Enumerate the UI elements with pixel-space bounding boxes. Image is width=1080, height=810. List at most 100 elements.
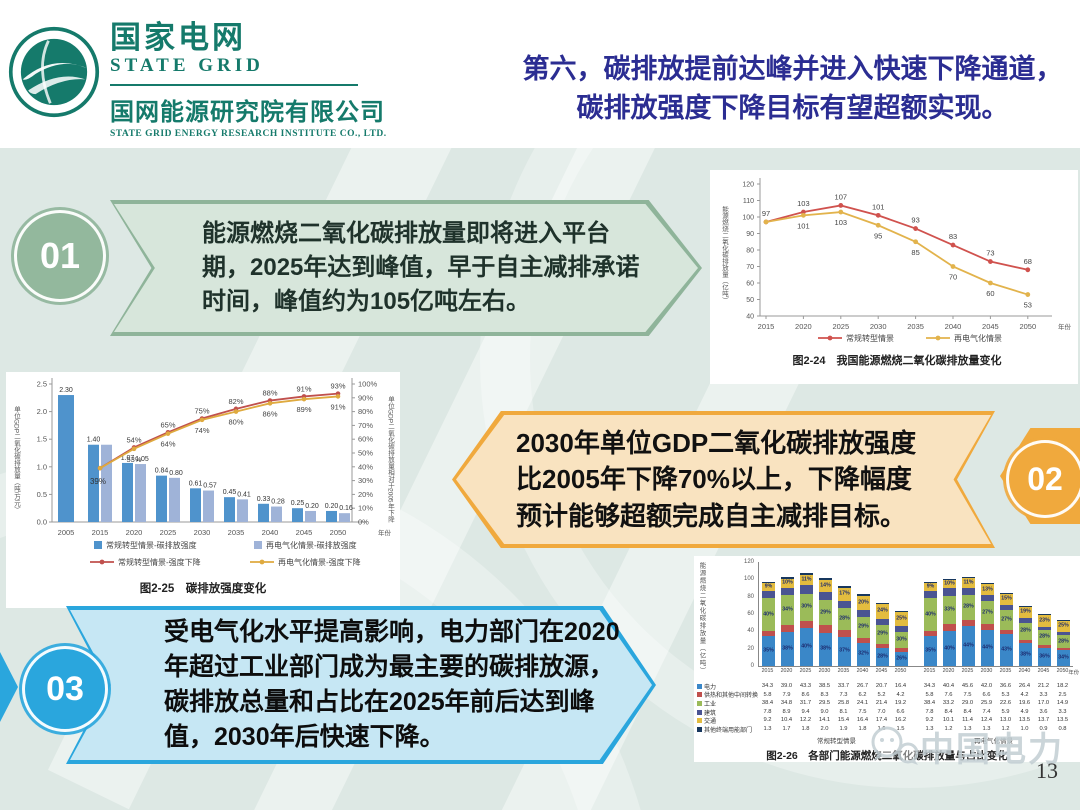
svg-text:74%: 74%	[194, 426, 209, 435]
logo-en: STATE GRID	[110, 54, 264, 76]
svg-text:1.0: 1.0	[37, 462, 47, 471]
svg-text:91%: 91%	[296, 384, 311, 393]
svg-text:40%: 40%	[358, 462, 373, 471]
svg-text:再电气化情景-强度下降: 再电气化情景-强度下降	[278, 557, 361, 567]
point-1-text: 能源燃烧二氧化碳排放量即将进入平台期，2025年达到峰值，早于自主减排承诺时间，…	[202, 219, 640, 316]
svg-text:107: 107	[835, 192, 848, 201]
svg-text:91%: 91%	[330, 402, 345, 411]
svg-text:40: 40	[746, 314, 754, 321]
svg-text:53: 53	[1024, 301, 1032, 310]
svg-text:单位GDP二氧化碳排放量相对于2005年下降: 单位GDP二氧化碳排放量相对于2005年下降	[387, 395, 395, 524]
page-title: 第六，碳排放提前达峰并进入快速下降通道， 碳排放强度下降目标有望超额实现。	[505, 50, 1080, 128]
svg-text:0.5: 0.5	[37, 490, 47, 499]
svg-text:2050: 2050	[1019, 322, 1036, 331]
svg-text:90%: 90%	[358, 393, 373, 402]
svg-text:0%: 0%	[358, 518, 369, 527]
watermark-text: 中国电力	[920, 731, 1064, 769]
svg-text:常规转型情景: 常规转型情景	[846, 333, 894, 343]
svg-text:年份: 年份	[1058, 322, 1072, 331]
fig2-26-group-labels: 常规转型情景 再电气化情景	[817, 737, 1013, 745]
logo-cn: 国家电网	[110, 20, 246, 55]
svg-text:70%: 70%	[358, 421, 373, 430]
fig2-25-combo-chart: 0.0 0.5 1.0 1.5 2.0 2.5 0% 10% 20% 30% 40% 50% 60% 70…	[13, 378, 395, 595]
svg-text:30%: 30%	[358, 476, 373, 485]
svg-text:2030: 2030	[194, 528, 211, 537]
point-2-number-badge: 02	[1006, 440, 1080, 518]
svg-text:95: 95	[874, 231, 882, 240]
svg-text:60: 60	[986, 289, 994, 298]
svg-text:1.5: 1.5	[37, 435, 47, 444]
svg-text:0.20: 0.20	[325, 503, 339, 510]
svg-text:0.41: 0.41	[237, 491, 251, 498]
svg-text:再电气化情景-碳排放强度: 再电气化情景-碳排放强度	[266, 540, 357, 550]
svg-text:80%: 80%	[358, 407, 373, 416]
point-2-text: 2030年单位GDP二氧化碳排放强度比2005年下降70%以上，下降幅度预计能够…	[516, 427, 917, 531]
svg-text:2035: 2035	[228, 528, 245, 537]
svg-text:53%: 53%	[126, 455, 141, 464]
svg-text:2040: 2040	[945, 322, 962, 331]
svg-text:2020: 2020	[126, 528, 143, 537]
fig2-26-data-table: 电力 34.3 39.0 43.3 38.5 33.7 26.7 20.7 16.4 34.3 40…	[694, 682, 1080, 734]
svg-text:83: 83	[949, 232, 957, 241]
svg-text:图2-25 碳排放强度变化: 图2-25 碳排放强度变化	[140, 581, 267, 595]
point-3-text: 受电气化水平提高影响，电力部门在2020年超过工业部门成为最主要的碳排放源，碳排…	[164, 618, 620, 751]
svg-text:54%: 54%	[126, 435, 141, 444]
svg-text:2040: 2040	[262, 528, 279, 537]
point-1-number-badge: 01	[14, 210, 106, 302]
svg-text:0.45: 0.45	[223, 489, 237, 496]
svg-text:101: 101	[872, 202, 885, 211]
svg-text:60: 60	[746, 281, 754, 288]
svg-text:65%: 65%	[160, 420, 175, 429]
point-3-banner: 受电气化水平提高影响，电力部门在2020年超过工业部门成为最主要的碳排放源，碳排…	[66, 606, 656, 764]
svg-text:103: 103	[797, 199, 810, 208]
fig2-24-line-chart: 40 50 60 70 80 90 100 110 120 2015 2020 2025 2030 203…	[721, 178, 1072, 367]
globe-icon	[8, 26, 100, 118]
svg-text:0.80: 0.80	[169, 470, 183, 477]
svg-text:2.30: 2.30	[59, 387, 73, 394]
svg-text:单位GDP二氧化碳排放量（吨/万元）: 单位GDP二氧化碳排放量（吨/万元）	[13, 405, 21, 513]
svg-text:64%: 64%	[160, 440, 175, 449]
org-name-en: STATE GRID ENERGY RESEARCH INSTITUTE CO.…	[110, 128, 387, 139]
state-grid-logo: 国家电网 STATE GRID 国网能源研究院有限公司 STATE GRID E…	[8, 20, 387, 139]
svg-text:100%: 100%	[358, 380, 378, 389]
svg-text:0.61: 0.61	[189, 480, 203, 487]
svg-text:2015: 2015	[92, 528, 109, 537]
svg-text:常规转型情景-强度下降: 常规转型情景-强度下降	[118, 557, 201, 567]
svg-text:0.20: 0.20	[305, 503, 319, 510]
svg-text:2005: 2005	[58, 528, 75, 537]
svg-text:2030: 2030	[870, 322, 887, 331]
logo-divider	[110, 83, 358, 86]
svg-text:103: 103	[835, 218, 848, 227]
svg-text:2.0: 2.0	[37, 407, 47, 416]
svg-text:89%: 89%	[296, 405, 311, 414]
svg-text:0.28: 0.28	[271, 499, 285, 506]
svg-text:20%: 20%	[358, 490, 373, 499]
svg-text:2050: 2050	[330, 528, 347, 537]
svg-text:0.0: 0.0	[37, 518, 47, 527]
svg-text:0.84: 0.84	[155, 468, 169, 475]
svg-text:70: 70	[949, 273, 957, 282]
svg-text:50%: 50%	[358, 449, 373, 458]
svg-text:75%: 75%	[194, 407, 209, 416]
svg-text:70: 70	[746, 264, 754, 271]
svg-text:80%: 80%	[228, 418, 243, 427]
point-1-banner: 能源燃烧二氧化碳排放量即将进入平台期，2025年达到峰值，早于自主减排承诺时间，…	[110, 200, 702, 336]
fig2-26-stacked-chart: 能源燃烧二氧化碳排放量（亿吨） 0 20 40 60 80 100 120 35% 40% 9% 38…	[698, 559, 1079, 676]
svg-text:图2-24 我国能源燃烧二氧化碳排放量变化: 图2-24 我国能源燃烧二氧化碳排放量变化	[792, 353, 1001, 367]
svg-text:120: 120	[742, 182, 754, 189]
svg-text:82%: 82%	[228, 397, 243, 406]
svg-text:100: 100	[742, 215, 754, 222]
svg-text:39%: 39%	[90, 477, 106, 486]
svg-text:93: 93	[911, 216, 919, 225]
svg-text:90: 90	[746, 231, 754, 238]
svg-text:2025: 2025	[832, 322, 849, 331]
svg-text:2045: 2045	[296, 528, 313, 537]
chart-fig2-24-panel: 40 50 60 70 80 90 100 110 120 2015 2020 2025 2030 203…	[710, 170, 1078, 384]
svg-text:85: 85	[911, 248, 919, 257]
svg-text:1.40: 1.40	[87, 437, 101, 444]
svg-text:1.05: 1.05	[135, 456, 149, 463]
svg-text:73: 73	[986, 249, 994, 258]
svg-text:2015: 2015	[758, 322, 775, 331]
org-name-cn: 国网能源研究院有限公司	[110, 98, 385, 126]
